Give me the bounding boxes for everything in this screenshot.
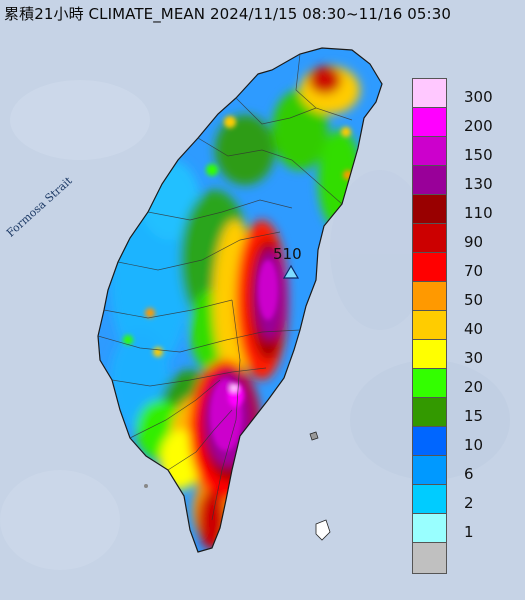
green-island (309, 431, 319, 441)
legend-swatch (412, 165, 447, 197)
legend-label: 300 (464, 88, 493, 106)
legend-label: 1 (464, 523, 474, 541)
legend-label: 150 (464, 146, 493, 164)
legend-label: 130 (464, 175, 493, 193)
color-legend: 300 200 150 130 110 90 70 50 40 30 20 15 10 6 2 1 (412, 78, 520, 574)
legend-label: 2 (464, 494, 474, 512)
legend-label: 90 (464, 233, 484, 251)
legend-swatch (412, 78, 447, 110)
sea-texture (0, 80, 510, 570)
legend-swatch (412, 368, 447, 400)
legend-swatch (412, 542, 447, 574)
legend-label: 6 (464, 465, 474, 483)
legend-label: 40 (464, 320, 484, 338)
legend-label: 15 (464, 407, 484, 425)
legend-swatch (412, 310, 447, 342)
legend-label: 200 (464, 117, 493, 135)
legend-swatch (412, 339, 447, 371)
small-islet (144, 484, 148, 488)
legend-label: 70 (464, 262, 484, 280)
legend-swatch (412, 252, 447, 284)
island-outline (97, 47, 383, 553)
legend-swatch (412, 194, 447, 226)
legend-label: 10 (464, 436, 484, 454)
legend-label: 30 (464, 349, 484, 367)
max-station-value: 510 (273, 245, 302, 263)
orchid-island (315, 519, 331, 541)
legend-swatch (412, 136, 447, 168)
legend-swatch (412, 455, 447, 487)
legend-label: 110 (464, 204, 493, 222)
triangle-marker-icon (282, 264, 300, 279)
map-title: 累積21小時 CLIMATE_MEAN 2024/11/15 08:30~11/… (4, 5, 451, 23)
legend-swatch (412, 281, 447, 313)
legend-swatch (412, 223, 447, 255)
legend-swatch (412, 513, 447, 545)
legend-swatch (412, 484, 447, 516)
legend-swatch (412, 107, 447, 139)
legend-swatch (412, 426, 447, 458)
legend-label: 20 (464, 378, 484, 396)
legend-label: 50 (464, 291, 484, 309)
legend-swatch (412, 397, 447, 429)
county-borders (97, 53, 353, 521)
